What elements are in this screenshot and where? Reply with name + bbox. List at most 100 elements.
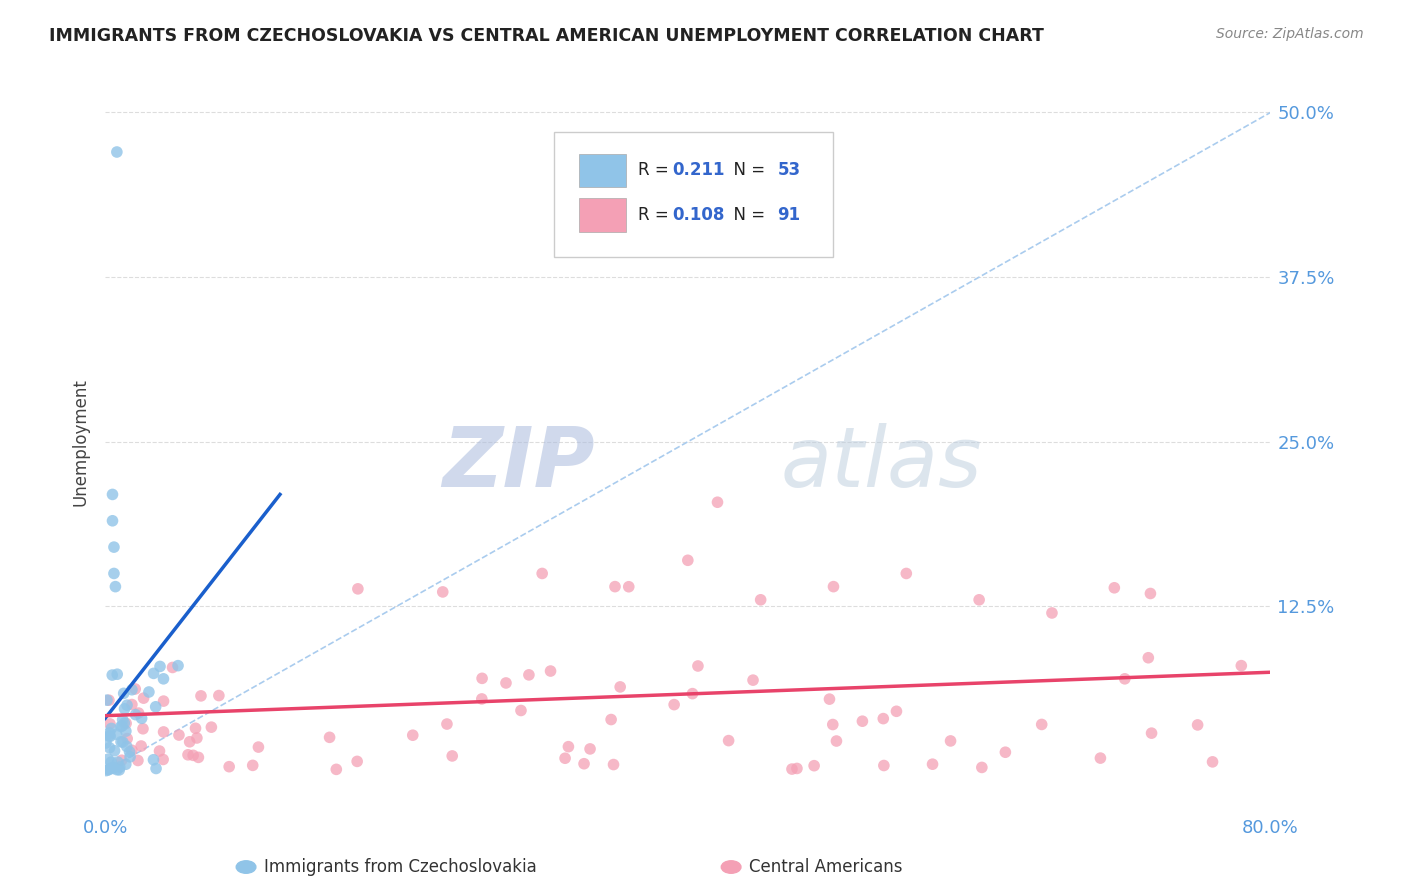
Text: atlas: atlas	[782, 424, 983, 504]
Point	[557, 739, 579, 754]
Point	[98, 729, 121, 743]
Point	[98, 740, 121, 755]
Point	[179, 735, 201, 749]
Point	[132, 722, 155, 736]
Point	[1104, 581, 1126, 595]
Point	[114, 702, 136, 716]
Point	[128, 706, 150, 720]
Point	[132, 691, 155, 706]
FancyBboxPatch shape	[579, 154, 626, 187]
Point	[121, 698, 143, 712]
Point	[94, 736, 117, 750]
Point	[103, 566, 125, 581]
Point	[617, 580, 640, 594]
Point	[780, 762, 803, 776]
Point	[471, 671, 494, 685]
Point	[803, 758, 825, 772]
Point	[432, 585, 454, 599]
Point	[111, 719, 134, 733]
Point	[851, 714, 873, 729]
Text: 0.211: 0.211	[672, 161, 725, 179]
Point	[131, 711, 153, 725]
Point	[600, 713, 623, 727]
Point	[110, 735, 132, 749]
Text: Source: ZipAtlas.com: Source: ZipAtlas.com	[1216, 27, 1364, 41]
Point	[325, 763, 347, 777]
Point	[105, 763, 128, 777]
Point	[441, 748, 464, 763]
Point	[96, 764, 118, 778]
Point	[101, 514, 124, 528]
Point	[706, 495, 728, 509]
Point	[247, 740, 270, 755]
Text: 91: 91	[778, 205, 800, 224]
Point	[510, 704, 533, 718]
Point	[187, 750, 209, 764]
Point	[96, 693, 118, 707]
Point	[786, 761, 808, 775]
Point	[97, 762, 120, 776]
Point	[823, 580, 845, 594]
Point	[1031, 717, 1053, 731]
Point	[921, 757, 943, 772]
Point	[105, 727, 128, 741]
Point	[190, 689, 212, 703]
Point	[1090, 751, 1112, 765]
Point	[120, 749, 142, 764]
Point	[208, 689, 231, 703]
Point	[717, 733, 740, 747]
Point	[107, 755, 129, 769]
Point	[112, 716, 135, 731]
Point	[103, 540, 125, 554]
Point	[101, 487, 124, 501]
Text: Central Americans: Central Americans	[749, 858, 903, 876]
Point	[200, 720, 222, 734]
FancyBboxPatch shape	[554, 132, 834, 258]
Point	[602, 757, 624, 772]
Text: R =: R =	[638, 205, 673, 224]
Point	[749, 592, 772, 607]
Point	[101, 668, 124, 682]
Point	[1201, 755, 1223, 769]
Point	[149, 659, 172, 673]
Point	[105, 667, 128, 681]
Point	[825, 734, 848, 748]
Point	[142, 666, 165, 681]
Point	[318, 731, 340, 745]
Point	[886, 704, 908, 718]
Point	[103, 744, 125, 758]
Point	[112, 686, 135, 700]
Point	[111, 713, 134, 727]
Point	[471, 692, 494, 706]
Point	[184, 721, 207, 735]
Point	[98, 717, 121, 731]
Point	[609, 680, 631, 694]
Point	[142, 753, 165, 767]
Point	[682, 687, 704, 701]
Point	[1114, 672, 1136, 686]
Point	[818, 692, 841, 706]
Text: IMMIGRANTS FROM CZECHOSLOVAKIA VS CENTRAL AMERICAN UNEMPLOYMENT CORRELATION CHAR: IMMIGRANTS FROM CZECHOSLOVAKIA VS CENTRA…	[49, 27, 1045, 45]
Point	[1139, 586, 1161, 600]
Point	[1140, 726, 1163, 740]
Point	[105, 145, 128, 159]
Text: 0.108: 0.108	[672, 205, 725, 224]
Point	[821, 717, 844, 731]
Point	[939, 734, 962, 748]
Point	[495, 676, 517, 690]
Point	[108, 763, 131, 777]
Point	[1187, 718, 1209, 732]
Text: N =: N =	[723, 205, 770, 224]
Point	[100, 722, 122, 736]
Point	[111, 735, 134, 749]
Point	[152, 694, 174, 708]
Point	[572, 756, 595, 771]
Point	[686, 659, 709, 673]
Point	[138, 685, 160, 699]
Point	[118, 745, 141, 759]
Point	[121, 743, 143, 757]
Point	[1040, 606, 1063, 620]
Y-axis label: Unemployment: Unemployment	[72, 378, 89, 506]
Point	[181, 748, 204, 763]
Point	[531, 566, 554, 581]
